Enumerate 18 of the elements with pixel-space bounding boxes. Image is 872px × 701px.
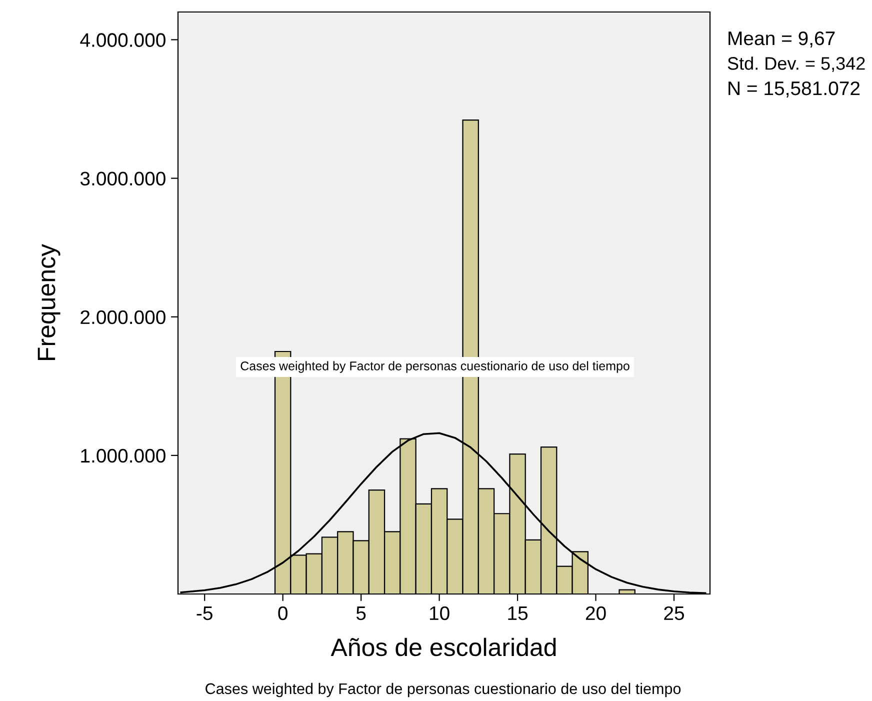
y-tick-label: 2.000.000 — [80, 310, 166, 324]
x-tick-label: 5 — [356, 606, 366, 620]
x-tick-label: 0 — [278, 606, 288, 620]
y-axis-title: Frequency — [38, 244, 60, 360]
x-tick-label: 25 — [664, 606, 684, 620]
text: Cases weighted by Factor de personas cuestionario de uso del tiempo — [206, 682, 681, 698]
y-tick-label: 4.000.000 — [80, 33, 166, 47]
y-tick-label: 3.000.000 — [80, 172, 166, 186]
text: N = 15,581.072 — [728, 81, 860, 98]
x-tick-label: 10 — [430, 606, 450, 620]
x-tick-label: 15 — [508, 606, 528, 620]
x-axis-title: Años de escolaridad — [330, 638, 556, 656]
x-tick-label: -5 — [196, 606, 212, 620]
text: Mean = 9,67 — [728, 31, 835, 48]
x-tick-label: 20 — [586, 606, 606, 620]
text: Std. Dev. = 5,342 — [728, 56, 865, 72]
annotation: Cases weighted by Factor de personas cuestionario de uso del tiempo — [240, 361, 630, 373]
y-tick-label: 1.000.000 — [81, 448, 166, 463]
